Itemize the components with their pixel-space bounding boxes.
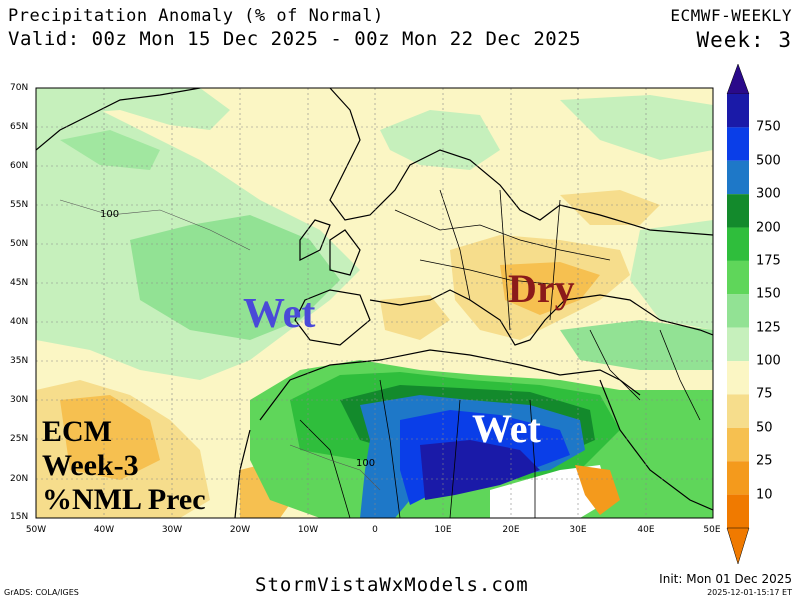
colorbar-swatch xyxy=(727,160,749,195)
colorbar-label: 75 xyxy=(756,386,773,402)
lon-label: 20E xyxy=(502,525,520,535)
lon-label: 40E xyxy=(637,525,655,535)
lat-label: 55N xyxy=(10,200,29,210)
init-time: Init: Mon 01 Dec 2025 xyxy=(659,572,792,586)
contour-label: 100 xyxy=(356,458,375,469)
colorbar-swatch xyxy=(727,194,749,228)
lon-label: 0 xyxy=(372,525,378,535)
colorbar-label: 25 xyxy=(756,453,773,469)
product-note-line: %NML Prec xyxy=(42,483,206,516)
colorbar-label: 10 xyxy=(756,487,773,503)
colorbar-label: 500 xyxy=(756,153,781,169)
lat-label: 15N xyxy=(10,512,29,522)
colorbar-swatch xyxy=(727,361,749,395)
lon-label: 30W xyxy=(161,525,183,535)
lat-label: 65N xyxy=(10,122,29,132)
colorbar-swatch xyxy=(727,461,749,495)
lon-label: 30E xyxy=(569,525,587,535)
lon-label: 40W xyxy=(93,525,115,535)
lon-label: 50E xyxy=(703,525,721,535)
product-note: ECM Week-3 %NML Prec xyxy=(42,415,206,517)
colorbar-label: 750 xyxy=(756,119,781,135)
colorbar-swatch xyxy=(727,427,749,462)
colorbar-swatch xyxy=(727,127,749,161)
colorbar-top-arrow xyxy=(726,63,750,95)
lat-label: 45N xyxy=(10,278,29,288)
map-title: Precipitation Anomaly (% of Normal) xyxy=(8,6,384,26)
lat-label: 40N xyxy=(10,317,29,327)
colorbar-swatch xyxy=(727,294,749,328)
valid-period: Valid: 00z Mon 15 Dec 2025 - 00z Mon 22 … xyxy=(8,28,582,50)
site-credit: StormVistaWxModels.com xyxy=(255,574,529,596)
colorbar-bottom-arrow xyxy=(726,527,750,565)
model-name: ECMWF-WEEKLY xyxy=(670,6,792,25)
product-note-line: ECM xyxy=(42,415,112,448)
colorbar-swatch xyxy=(727,327,749,362)
lat-label: 70N xyxy=(10,83,29,93)
grads-credit: GrADS: COLA/IGES xyxy=(4,588,79,597)
colorbar-swatch xyxy=(727,494,749,528)
colorbar-label: 125 xyxy=(756,320,781,336)
lon-label: 10E xyxy=(434,525,452,535)
colorbar-label: 300 xyxy=(756,186,781,202)
colorbar-swatch xyxy=(727,94,749,128)
colorbar-label: 50 xyxy=(756,420,773,436)
dry-annotation-europe: Dry xyxy=(508,266,575,311)
lat-label: 50N xyxy=(10,239,29,249)
lat-label: 30N xyxy=(10,395,29,405)
product-note-line: Week-3 xyxy=(42,449,139,482)
contour-label: 100 xyxy=(100,209,119,220)
lon-label: 10W xyxy=(297,525,319,535)
colorbar-label: 100 xyxy=(756,353,781,369)
lat-label: 60N xyxy=(10,161,29,171)
colorbar-swatch xyxy=(727,260,749,295)
wet-annotation-atlantic: Wet xyxy=(243,291,316,337)
lon-label: 20W xyxy=(229,525,251,535)
colorbar-label: 200 xyxy=(756,220,781,236)
lat-label: 25N xyxy=(10,434,29,444)
colorbar-swatch xyxy=(727,394,749,428)
lat-label: 35N xyxy=(10,356,29,366)
lat-label: 20N xyxy=(10,474,29,484)
forecast-week: Week: 3 xyxy=(696,28,792,52)
wet-annotation-africa: Wet xyxy=(472,406,541,451)
colorbar-swatch xyxy=(727,227,749,261)
lon-label: 50W xyxy=(25,525,47,535)
colorbar-label: 150 xyxy=(756,286,781,302)
colorbar-label: 175 xyxy=(756,253,781,269)
generation-stamp: 2025-12-01-15:17 ET xyxy=(707,588,792,597)
